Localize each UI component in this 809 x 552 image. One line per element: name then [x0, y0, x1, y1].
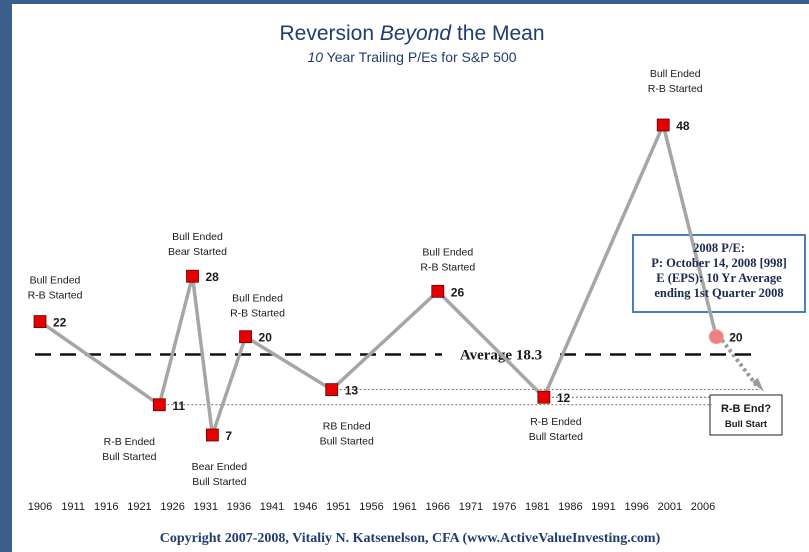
box-2008: [632, 234, 806, 313]
x-tick-label: 1951: [326, 501, 350, 513]
value-label: 7: [225, 429, 232, 443]
point-note: R-B Ended: [530, 416, 582, 428]
title-part: Beyond: [380, 22, 453, 45]
value-label: 26: [451, 285, 465, 299]
point-note: Bear Started: [168, 246, 227, 258]
title-part: Reversion: [279, 22, 374, 45]
point-marker: [656, 118, 670, 132]
x-tick-label: 1981: [525, 501, 549, 513]
point-marker: [325, 383, 339, 397]
value-label: 48: [676, 119, 690, 133]
box-2008-text: P: October 14, 2008 [998]: [651, 256, 787, 270]
subtitle-part: Year Trailing P/Es for S&P 500: [327, 49, 517, 65]
point-note: Bull Started: [192, 476, 246, 488]
point-note: R-B Started: [648, 83, 703, 95]
x-tick-label: 1971: [459, 501, 483, 513]
arrow-head: [752, 378, 764, 392]
title-part: the Mean: [457, 22, 545, 45]
value-label: 28: [205, 270, 219, 284]
x-tick-label: 2001: [658, 501, 682, 513]
x-tick-label: 1926: [160, 501, 184, 513]
point-note: Bull Started: [102, 451, 156, 463]
x-tick-label: 1991: [591, 501, 615, 513]
point-note: Bull Ended: [30, 275, 81, 287]
x-tick-label: 1931: [194, 501, 218, 513]
point-note: RB Ended: [323, 421, 371, 433]
point-marker: [33, 315, 47, 328]
value-label: 12: [557, 391, 571, 405]
chart-subtitle: 10 Year Trailing P/Es for S&P 500: [307, 49, 516, 65]
point-note: R-B Started: [420, 261, 475, 273]
projection-arrow: [720, 338, 759, 388]
point-marker: [186, 269, 199, 283]
point-note: Bull Ended: [232, 293, 283, 305]
chart-title: Reversion Beyond the Mean: [279, 22, 544, 45]
point-note: Bull Started: [320, 436, 374, 448]
point-note: Bull Ended: [422, 246, 473, 258]
footer: Copyright 2007-2008, Vitaliy N. Katsenel…: [160, 531, 661, 546]
x-tick-label: 1911: [61, 501, 85, 513]
box-2008-text: E (EPS): 10 Yr Average: [656, 271, 782, 285]
x-tick-label: 1996: [624, 501, 648, 513]
point-marker: [239, 330, 252, 344]
x-tick-label: 1946: [293, 501, 317, 513]
point-note: R-B Ended: [104, 436, 156, 448]
point-note: Bull Ended: [650, 68, 701, 80]
x-tick-label: 1941: [260, 501, 284, 513]
box-2008-text: ending 1st Quarter 2008: [654, 286, 783, 300]
x-tick-label: 2006: [691, 501, 715, 513]
value-label: 20: [259, 331, 273, 345]
point-note: R-B Started: [28, 290, 83, 302]
point-note: Bull Ended: [172, 231, 223, 243]
subtitle-part: 10: [307, 49, 323, 65]
x-tick-label: 1936: [227, 501, 251, 513]
point-marker: [205, 428, 219, 442]
point-marker: [537, 390, 551, 404]
value-label: 20: [729, 331, 743, 345]
point-marker: [431, 284, 445, 298]
x-tick-label: 1906: [28, 501, 52, 513]
x-tick-label: 1966: [426, 501, 450, 513]
point-note: Bear Ended: [192, 461, 248, 473]
point-marker: [152, 398, 166, 412]
x-tick-label: 1916: [94, 501, 118, 513]
point-note: Bull Started: [529, 431, 583, 443]
box-2008-text: 2008 P/E:: [693, 241, 745, 255]
box-end-text: R-B End?: [721, 403, 771, 415]
x-tick-label: 1921: [127, 501, 151, 513]
x-tick-label: 1961: [392, 501, 416, 513]
value-label: 13: [345, 384, 359, 398]
value-label: 22: [53, 316, 67, 330]
point-note: R-B Started: [230, 308, 285, 320]
box-end: [709, 394, 783, 436]
point-marker: [708, 329, 724, 345]
box-end-text: Bull Start: [725, 419, 768, 430]
series-line: [38, 119, 718, 436]
x-tick-label: 1956: [359, 501, 383, 513]
value-label: 11: [172, 399, 185, 413]
x-tick-label: 1986: [558, 501, 582, 513]
x-tick-label: 1976: [492, 501, 516, 513]
